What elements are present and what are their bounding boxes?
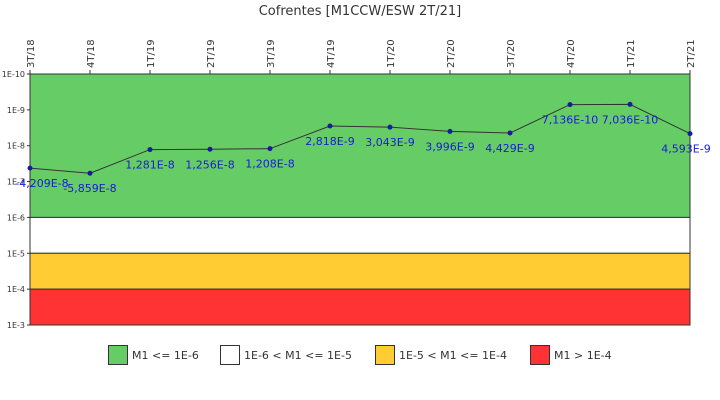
data-point — [507, 130, 513, 136]
y-tick-label: 1E-5 — [7, 249, 25, 258]
band-1 — [29, 216, 691, 254]
data-label: 1,256E-8 — [185, 158, 234, 171]
y-tick-label: 1E-10 — [2, 70, 25, 79]
data-point — [87, 170, 93, 176]
x-tick-label: 2T/20 — [446, 39, 457, 68]
data-label: 1,281E-8 — [125, 159, 174, 172]
band-3 — [29, 288, 691, 326]
series-line — [29, 103, 691, 174]
y-axis: 1E-10 1E-9 1E-8 1E-7 1E-6 1E-5 1E-4 1E-3 — [2, 70, 30, 330]
x-tick-label: 4T/18 — [86, 39, 97, 68]
data-point — [567, 102, 573, 108]
legend-item: M1 > 1E-4 — [530, 344, 612, 366]
x-tick-label: 1T/20 — [386, 39, 397, 68]
data-point — [627, 101, 633, 107]
data-series — [27, 101, 693, 176]
x-tick-label: 3T/18 — [26, 39, 37, 68]
risk-bands — [29, 73, 691, 326]
x-tick-label: 2T/21 — [686, 39, 697, 68]
band-2 — [29, 252, 691, 290]
data-label: 7,036E-10 — [602, 113, 658, 126]
data-point — [27, 165, 33, 171]
x-tick-label: 4T/19 — [326, 39, 337, 68]
x-tick-label: 1T/21 — [626, 39, 637, 68]
band-0 — [29, 73, 691, 218]
data-label: 7,136E-10 — [542, 114, 598, 127]
data-point — [327, 123, 333, 129]
y-tick-label: 1E-6 — [7, 213, 25, 222]
x-tick-label: 4T/20 — [566, 39, 577, 68]
y-tick-label: 1E-3 — [7, 321, 25, 330]
legend-swatch — [220, 345, 240, 365]
legend-item: 1E-6 < M1 <= 1E-5 — [220, 344, 352, 366]
data-label: 2,818E-9 — [305, 135, 354, 148]
data-label: -4,209E-8 — [15, 177, 68, 190]
legend: M1 <= 1E-6 1E-6 < M1 <= 1E-5 1E-5 < M1 <= … — [0, 344, 720, 368]
legend-label: 1E-6 < M1 <= 1E-5 — [244, 348, 352, 362]
legend-label: M1 <= 1E-6 — [132, 348, 199, 362]
chart-title: Cofrentes [M1CCW/ESW 2T/21] — [259, 4, 462, 19]
y-tick-label: 1E-9 — [7, 106, 25, 115]
data-label: 3,996E-9 — [425, 140, 474, 153]
y-tick-label: 1E-4 — [7, 285, 25, 294]
x-tick-label: 3T/19 — [266, 39, 277, 68]
data-point — [267, 146, 273, 152]
data-point — [207, 146, 213, 152]
x-tick-label: 1T/19 — [146, 39, 157, 68]
legend-label: M1 > 1E-4 — [554, 348, 612, 362]
legend-item: 1E-5 < M1 <= 1E-4 — [375, 344, 507, 366]
data-label: 3,043E-9 — [365, 136, 414, 149]
data-point — [387, 124, 393, 130]
data-point — [147, 147, 153, 153]
data-point — [447, 128, 453, 134]
x-tick-label: 2T/19 — [206, 39, 217, 68]
legend-swatch — [108, 345, 128, 365]
data-label: 4,593E-9 — [661, 143, 710, 156]
data-label: 1,208E-8 — [245, 158, 294, 171]
data-label: -5,859E-8 — [63, 182, 116, 195]
x-tick-label: 3T/20 — [506, 39, 517, 68]
y-tick-label: 1E-8 — [7, 142, 25, 151]
data-label: 4,429E-9 — [485, 142, 534, 155]
data-labels: -4,209E-8-5,859E-8 1,281E-8 1,256E-8 1,208E… — [15, 113, 710, 195]
legend-swatch — [530, 345, 550, 365]
y-tick-label: 1E-7 — [7, 178, 25, 187]
data-point — [687, 131, 693, 137]
legend-swatch — [375, 345, 395, 365]
legend-label: 1E-5 < M1 <= 1E-4 — [399, 348, 507, 362]
x-axis: 3T/18 4T/18 1T/19 2T/19 3T/19 4T/19 1T/20 2T/20… — [26, 39, 697, 74]
legend-item: M1 <= 1E-6 — [108, 344, 199, 366]
